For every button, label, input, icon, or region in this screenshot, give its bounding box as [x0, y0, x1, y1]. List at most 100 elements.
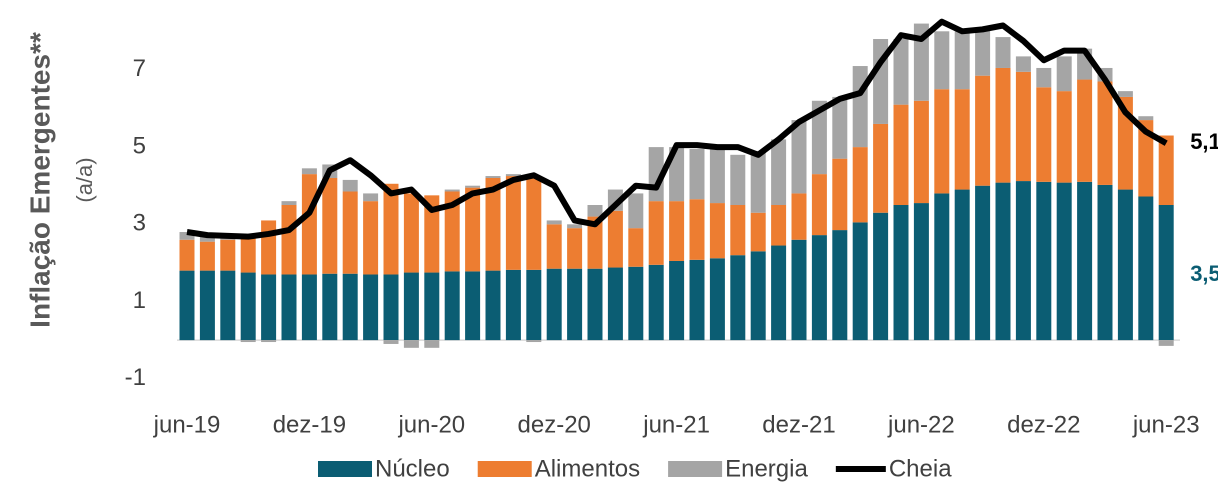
y-axis-subtitle: (a/a)	[72, 157, 97, 202]
bar-segment	[791, 193, 807, 240]
bar-segment	[954, 31, 970, 90]
y-tick-label: 5	[133, 132, 146, 159]
bar-segment	[628, 266, 644, 341]
bar-segment	[505, 269, 521, 341]
bar-segment	[424, 272, 440, 341]
bar-segment	[832, 96, 848, 159]
bar-segment	[240, 340, 256, 343]
bar-segment	[893, 104, 909, 205]
bar-segment	[1056, 91, 1072, 183]
bar-segment	[485, 270, 501, 341]
bar-segment	[689, 199, 705, 260]
bar-segment	[485, 176, 501, 178]
bar-segment	[1138, 120, 1154, 197]
bar-segment	[1015, 181, 1031, 341]
y-tick-label: -1	[125, 364, 146, 391]
bar-segment	[567, 228, 583, 269]
legend-label: Energia	[725, 455, 808, 482]
bar-segment	[587, 268, 603, 341]
bar-segment	[1117, 96, 1133, 190]
bar-segment	[730, 154, 746, 205]
bar-segment	[669, 147, 685, 202]
bar-segment	[975, 75, 991, 186]
bar-segment	[791, 239, 807, 341]
bar-segment	[852, 222, 868, 341]
x-tick-label: jun-22	[887, 411, 955, 438]
bar-segment	[1158, 135, 1174, 205]
bar-segment	[342, 191, 358, 274]
legend-label: Núcleo	[375, 455, 450, 482]
bar-segment	[1138, 116, 1154, 121]
bar-segment	[342, 179, 358, 192]
bar-segment	[689, 149, 705, 200]
bar-segment	[199, 270, 215, 341]
bar-segment	[975, 27, 991, 76]
bar-segment	[403, 193, 419, 273]
bar-segment	[383, 274, 399, 341]
bar-segment	[546, 268, 562, 341]
value-label: 5,1	[1190, 129, 1218, 154]
bar-segment	[730, 205, 746, 256]
bar-segment	[1036, 67, 1052, 88]
bar-segment	[281, 205, 297, 275]
bar-segment	[281, 201, 297, 205]
bar-segment	[1015, 56, 1031, 72]
bar-segment	[771, 205, 787, 246]
bar-segment	[934, 31, 950, 90]
bar-segment	[505, 176, 521, 270]
bar-segment	[709, 258, 725, 341]
bar-segment	[567, 224, 583, 229]
bar-segment	[1138, 196, 1154, 341]
bar-segment	[403, 272, 419, 341]
bar-segment	[934, 193, 950, 341]
bar-segment	[750, 251, 766, 341]
bar-segment	[873, 212, 889, 341]
bar-segment	[669, 201, 685, 261]
bar-segment	[893, 205, 909, 341]
bar-segment	[179, 239, 195, 271]
bar-segment	[424, 340, 440, 348]
bar-segment	[383, 340, 399, 344]
bar-segment	[301, 174, 317, 275]
bar-segment	[322, 177, 338, 274]
bar-segment	[1158, 340, 1174, 346]
bar-segment	[261, 340, 277, 343]
bar-segment	[465, 271, 481, 341]
bar-segment	[995, 67, 1011, 183]
bar-segment	[322, 273, 338, 341]
bar-segment	[240, 233, 256, 273]
bar-segment	[1056, 56, 1072, 92]
bar-segment	[281, 274, 297, 341]
bar-segment	[444, 191, 460, 272]
bar-segment	[363, 201, 379, 275]
bar-segment	[852, 66, 868, 148]
bar-segment	[1158, 205, 1174, 341]
bar-segment	[261, 220, 277, 275]
x-tick-label: dez-21	[762, 411, 835, 438]
bar-segment	[995, 37, 1011, 68]
x-tick-label: dez-22	[1007, 411, 1080, 438]
bar-segment	[913, 23, 929, 101]
bar-segment	[1036, 87, 1052, 182]
bar-segment	[363, 193, 379, 202]
bar-segment	[587, 205, 603, 217]
bar-segment	[730, 255, 746, 341]
bar-segment	[791, 120, 807, 194]
bar-segment	[1015, 71, 1031, 182]
bar-segment	[750, 150, 766, 213]
y-axis-title: Inflação Emergentes**	[24, 32, 55, 328]
bar-segment	[587, 216, 603, 269]
bar-segment	[546, 220, 562, 225]
x-tick-label: jun-20	[397, 411, 465, 438]
bar-segment	[852, 147, 868, 223]
bar-segment	[771, 245, 787, 341]
bar-segment	[1117, 189, 1133, 341]
bar-segment	[832, 230, 848, 341]
x-tick-label: jun-19	[153, 411, 221, 438]
bar-segment	[607, 267, 623, 341]
bar-segment	[465, 187, 481, 272]
bar-segment	[383, 183, 399, 275]
bar-segment	[301, 274, 317, 341]
bar-segment	[669, 260, 685, 341]
